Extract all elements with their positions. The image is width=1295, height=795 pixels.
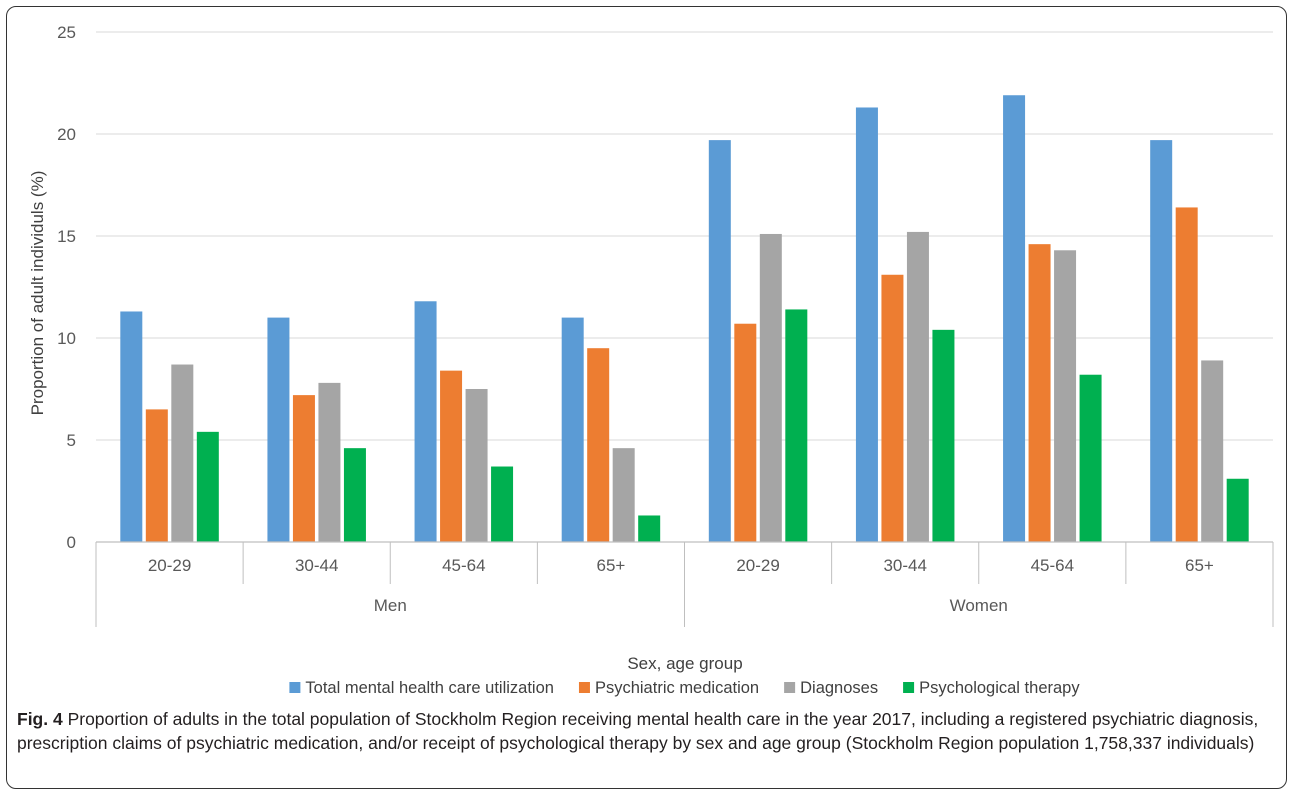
bar-psychiatric-medication (440, 370, 463, 542)
bar-psychiatric-medication (587, 348, 610, 542)
x-axis-label: Sex, age group (627, 654, 742, 673)
y-tick-label: 15 (57, 227, 76, 246)
y-tick-label: 10 (57, 329, 76, 348)
bar-psychological-therapy (1226, 478, 1249, 542)
bar-psychological-therapy (343, 448, 366, 542)
bar-psychiatric-medication (734, 323, 757, 542)
figure-caption-text: Proportion of adults in the total popula… (17, 709, 1259, 753)
legend-label: Diagnoses (800, 679, 878, 697)
bar-psychiatric-medication (292, 395, 315, 542)
bar-total-mental-health-care-utilization (414, 301, 437, 542)
bar-psychological-therapy (932, 329, 955, 542)
x-group-label: Men (374, 596, 407, 615)
x-tick-label: 45-64 (1031, 556, 1074, 575)
x-tick-label: 30-44 (295, 556, 338, 575)
figure-label: Fig. 4 (17, 709, 63, 729)
bar-psychiatric-medication (145, 409, 168, 542)
legend-swatch (578, 682, 590, 693)
bar-total-mental-health-care-utilization (267, 317, 290, 542)
bar-total-mental-health-care-utilization (855, 107, 878, 542)
bar-total-mental-health-care-utilization (1150, 140, 1173, 542)
bar-diagnoses (612, 448, 635, 542)
x-axis: 20-29 30-44 45-64 65+ 20-29 30-44 45-64 65+ Men W… (95, 541, 1274, 627)
legend-item: Psychiatric medication (578, 679, 759, 697)
bar-chart: 0 5 10 15 20 25 20-29 30-44 45-64 65+ 20-29 30-44 4… (28, 23, 1274, 697)
x-tick-label: 20-29 (736, 556, 779, 575)
y-tick-label: 0 (67, 533, 76, 552)
x-tick-label: 45-64 (442, 556, 485, 575)
bar-total-mental-health-care-utilization (708, 140, 731, 542)
bar-psychological-therapy (1079, 374, 1102, 542)
bar-psychiatric-medication (1028, 244, 1051, 542)
figure-caption: Fig. 4 Proportion of adults in the total… (17, 707, 1279, 755)
bar-total-mental-health-care-utilization (1003, 95, 1026, 543)
legend-item: Diagnoses (784, 679, 878, 697)
legend-item: Total mental health care utilization (289, 679, 554, 697)
x-group-label: Women (950, 596, 1008, 615)
bar-diagnoses (465, 389, 488, 542)
bar-psychological-therapy (196, 431, 219, 542)
bar-psychological-therapy (785, 309, 808, 542)
x-tick-label: 30-44 (883, 556, 926, 575)
legend-label: Total mental health care utilization (305, 679, 554, 697)
bar-diagnoses (1201, 360, 1224, 542)
bar-psychiatric-medication (881, 274, 904, 542)
bar-diagnoses (1054, 250, 1077, 542)
y-tick-label: 20 (57, 125, 76, 144)
legend-swatch (903, 682, 915, 693)
legend: Total mental health care utilization Psyc… (289, 679, 1080, 697)
y-axis-ticks: 0 5 10 15 20 25 (57, 23, 76, 552)
x-tick-label: 20-29 (148, 556, 191, 575)
legend-label: Psychiatric medication (595, 679, 759, 697)
bar-psychological-therapy (491, 466, 514, 542)
bar-total-mental-health-care-utilization (120, 311, 143, 542)
bar-diagnoses (906, 231, 929, 543)
legend-swatch (784, 682, 796, 693)
y-axis-label: Proportion of adult individuls (%) (28, 171, 47, 416)
bar-total-mental-health-care-utilization (561, 317, 584, 542)
x-tick-label: 65+ (1185, 556, 1214, 575)
bar-psychiatric-medication (1175, 207, 1198, 542)
bar-diagnoses (318, 382, 341, 542)
y-tick-label: 25 (57, 23, 76, 42)
legend-label: Psychological therapy (919, 679, 1080, 697)
legend-swatch (289, 682, 301, 693)
bar-diagnoses (171, 364, 194, 542)
y-tick-label: 5 (67, 431, 76, 450)
bar-psychological-therapy (638, 515, 661, 542)
legend-item: Psychological therapy (903, 679, 1080, 697)
x-tick-label: 65+ (597, 556, 626, 575)
bars (120, 95, 1249, 543)
bar-diagnoses (759, 233, 782, 542)
